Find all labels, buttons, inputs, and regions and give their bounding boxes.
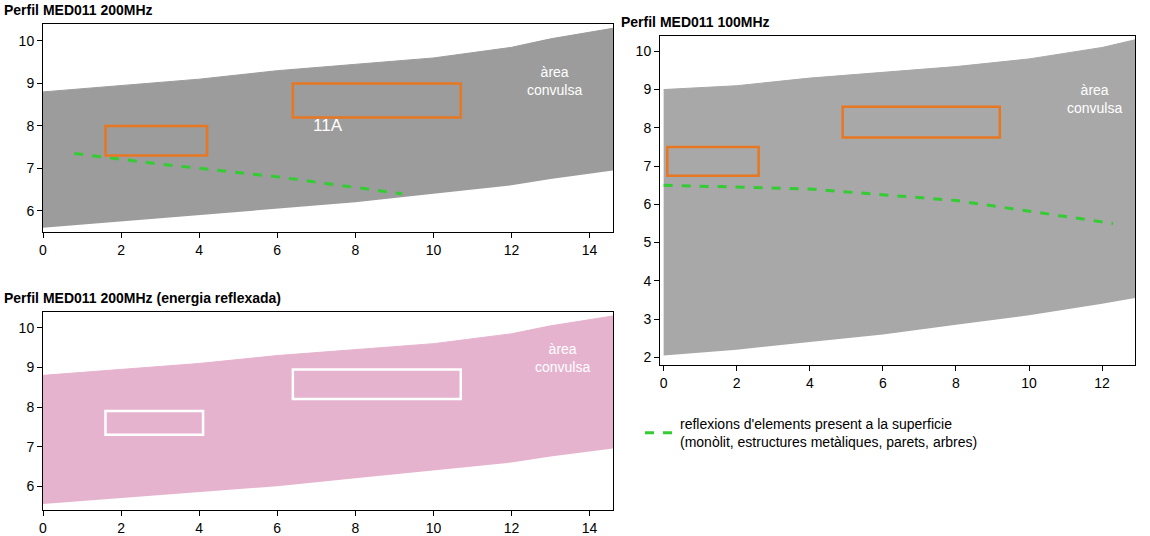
svg-text:4: 4 [806, 375, 814, 391]
svg-text:9: 9 [26, 75, 34, 91]
svg-text:10: 10 [19, 320, 35, 336]
svg-text:0: 0 [660, 375, 668, 391]
svg-text:àreaconvulsa: àreaconvulsa [1067, 82, 1122, 116]
svg-text:10: 10 [426, 242, 442, 258]
svg-text:2: 2 [117, 520, 125, 536]
svg-text:5: 5 [643, 234, 651, 250]
svg-text:reflexions d'elements present: reflexions d'elements present a la super… [680, 416, 977, 450]
svg-text:2: 2 [117, 242, 125, 258]
svg-text:àreaconvulsa: àreaconvulsa [527, 64, 582, 98]
svg-text:Perfil MED011 200MHz: Perfil MED011 200MHz [4, 2, 153, 18]
svg-text:10: 10 [19, 33, 35, 49]
svg-text:10: 10 [1021, 375, 1037, 391]
svg-text:6: 6 [273, 520, 281, 536]
svg-text:8: 8 [351, 242, 359, 258]
svg-text:7: 7 [26, 439, 34, 455]
svg-text:6: 6 [879, 375, 887, 391]
svg-text:Perfil MED011 200MHz (energia: Perfil MED011 200MHz (energia reflexada) [4, 290, 281, 306]
svg-text:9: 9 [643, 81, 651, 97]
svg-text:0: 0 [39, 242, 47, 258]
svg-text:6: 6 [273, 242, 281, 258]
svg-text:10: 10 [636, 43, 652, 59]
svg-text:3: 3 [643, 311, 651, 327]
svg-text:2: 2 [733, 375, 741, 391]
svg-text:12: 12 [504, 520, 520, 536]
svg-text:àreaconvulsa: àreaconvulsa [535, 341, 590, 375]
svg-text:8: 8 [26, 118, 34, 134]
svg-text:9: 9 [26, 359, 34, 375]
svg-text:10: 10 [426, 520, 442, 536]
svg-text:7: 7 [26, 160, 34, 176]
svg-text:4: 4 [195, 520, 203, 536]
svg-text:14: 14 [582, 242, 598, 258]
svg-text:6: 6 [26, 203, 34, 219]
svg-text:8: 8 [26, 399, 34, 415]
svg-text:7: 7 [643, 158, 651, 174]
svg-text:6: 6 [26, 478, 34, 494]
svg-text:4: 4 [195, 242, 203, 258]
svg-text:8: 8 [643, 120, 651, 136]
svg-text:Perfil MED011 100MHz: Perfil MED011 100MHz [621, 14, 770, 30]
svg-text:11A: 11A [313, 116, 343, 135]
svg-text:12: 12 [1094, 375, 1110, 391]
svg-text:8: 8 [351, 520, 359, 536]
svg-text:12: 12 [504, 242, 520, 258]
svg-text:2: 2 [643, 349, 651, 365]
svg-text:14: 14 [582, 520, 598, 536]
svg-text:4: 4 [643, 273, 651, 289]
svg-text:8: 8 [952, 375, 960, 391]
svg-text:0: 0 [39, 520, 47, 536]
svg-text:6: 6 [643, 196, 651, 212]
